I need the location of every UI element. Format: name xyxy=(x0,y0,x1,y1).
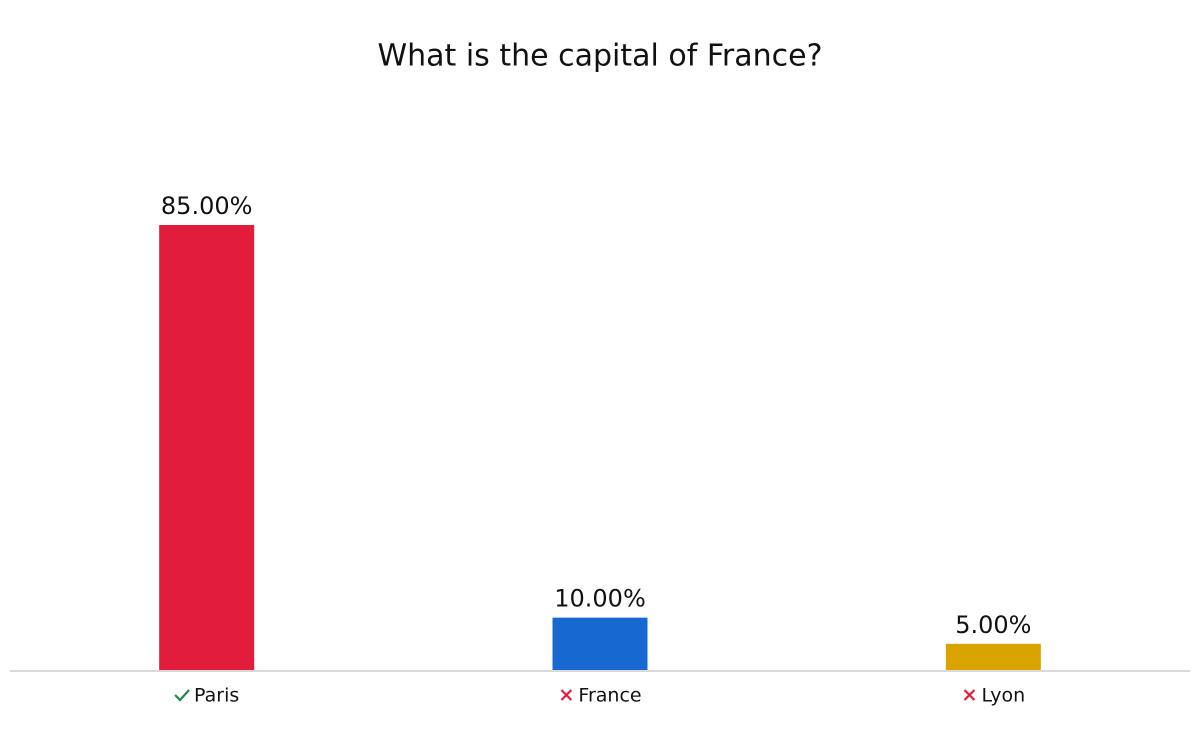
chart-title: What is the capital of France? xyxy=(377,39,822,74)
bar xyxy=(945,643,1041,670)
incorrect-icon xyxy=(560,689,573,701)
category-label: Lyon xyxy=(963,685,1025,707)
bar xyxy=(552,617,648,670)
value-label: 10.00% xyxy=(554,585,646,613)
value-label: 5.00% xyxy=(955,611,1031,639)
x-tick-label: Lyon xyxy=(981,685,1025,707)
category-label: France xyxy=(560,685,642,707)
bar xyxy=(159,225,255,670)
x-tick-label: Paris xyxy=(194,685,239,707)
incorrect-icon xyxy=(963,689,976,701)
category-label: Paris xyxy=(174,685,239,707)
correct-icon xyxy=(174,689,190,702)
x-tick-label: France xyxy=(578,685,641,707)
value-label: 85.00% xyxy=(161,192,253,220)
